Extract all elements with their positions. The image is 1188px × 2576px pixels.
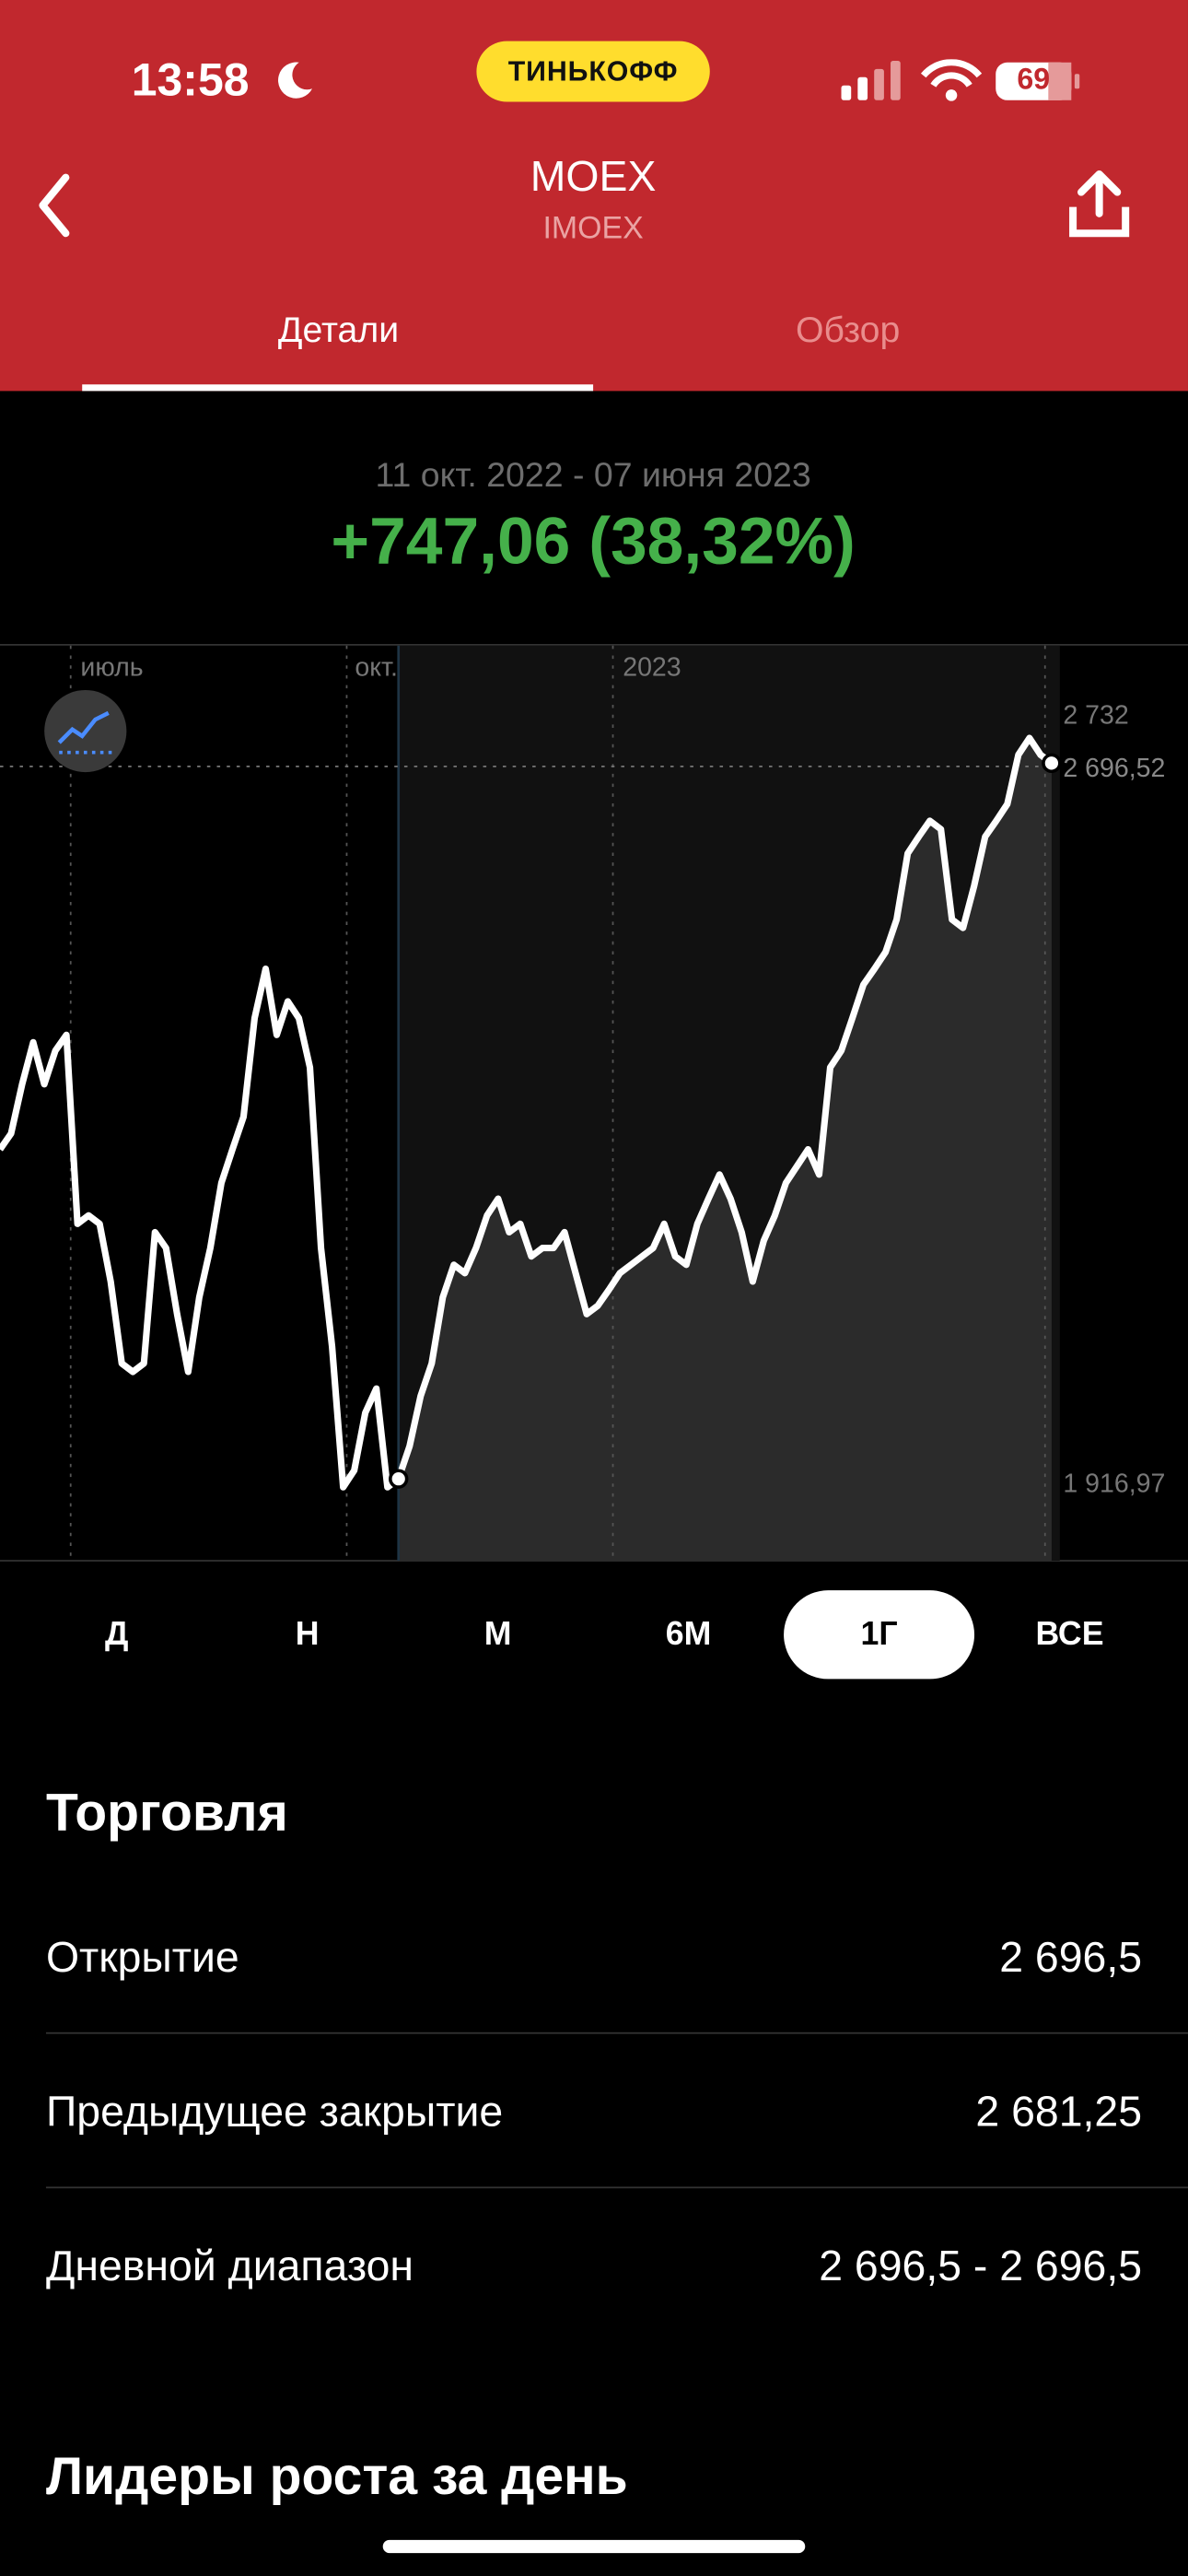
row-value: 2 696,5 - 2 696,5 [819,2241,1143,2290]
start-marker [389,1469,409,1489]
period: 11 окт. 2022 - 07 июня 2023 [375,456,811,495]
row-divider [45,2032,1188,2034]
range-button[interactable]: 6М [665,1616,712,1653]
instrument-title: MOEX [530,151,657,201]
range-button[interactable]: Д [104,1616,129,1653]
brand-text: ТИНЬКОФФ [507,55,679,88]
tab[interactable]: Обзор [795,309,901,350]
moon-icon [278,62,312,99]
end-marker [1042,753,1062,774]
tab[interactable]: Детали [277,309,400,350]
row-value: 2 696,5 [999,1932,1143,1982]
back-button[interactable] [33,170,83,240]
y-tick-label: 2 732 [1063,701,1128,731]
indicator-icon [57,710,110,744]
share-button[interactable] [1065,168,1134,240]
row-label: Предыдущее закрытие [45,2086,504,2137]
instrument-ticker: IMOEX [542,212,644,247]
x-axis-label: 2023 [623,652,681,682]
range-button[interactable]: 1Г [860,1616,898,1653]
battery-level: 69 [1017,62,1051,96]
current-price-label: 2 696,52 [1063,754,1165,783]
selection-area [398,738,1052,1562]
section-title: Лидеры роста за день [45,2446,628,2506]
brand-pill [476,41,710,102]
x-axis-label: июль [80,652,143,682]
range-button[interactable]: Н [295,1616,320,1653]
section-title: Торговля [45,1782,288,1842]
row-label: Открытие [45,1932,239,1982]
status-time: 13:58 [131,53,250,106]
home-indicator [382,2539,806,2554]
x-axis-label: окт. [355,652,397,682]
row-label: Дневной диапазон [45,2241,414,2290]
range-button[interactable]: ВСЕ [1035,1616,1104,1653]
tab-indicator [82,384,594,392]
y-tick-label: 1 916,97 [1063,1469,1165,1499]
price-chart: июль окт. 2023 2 696,52 2 732 1 916,97 [0,644,1188,1562]
range-button[interactable]: М [483,1616,512,1653]
price-change: +747,06 (38,32%) [331,506,856,579]
price-line [0,734,1054,1491]
row-value: 2 681,25 [975,2086,1143,2137]
row-divider [45,2186,1188,2189]
range-selected-bg [784,1590,975,1680]
status-icons [841,59,1080,101]
